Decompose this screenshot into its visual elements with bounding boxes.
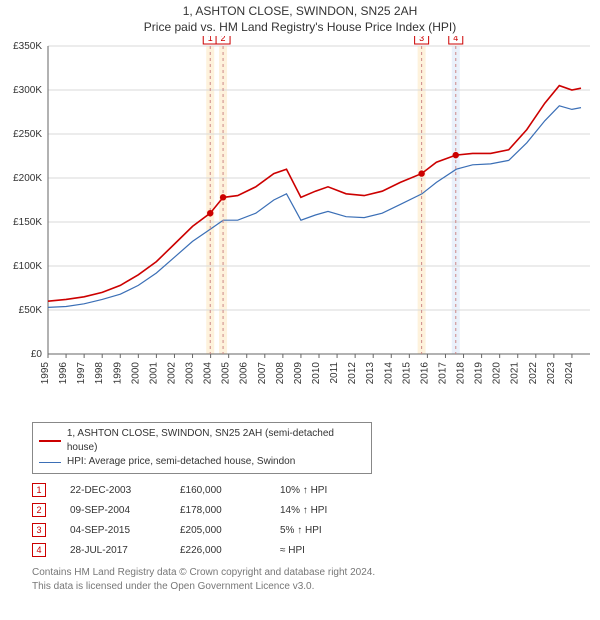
svg-text:£350K: £350K [13,41,42,52]
chart-title: 1, ASHTON CLOSE, SWINDON, SN25 2AH Price… [0,0,600,36]
svg-text:1999: 1999 [112,362,123,385]
table-row: 3 04-SEP-2015 £205,000 5% ↑ HPI [32,520,592,540]
footer-line: Contains HM Land Registry data © Crown c… [32,566,592,580]
svg-text:£150K: £150K [13,217,42,228]
svg-text:2002: 2002 [166,362,177,385]
svg-text:2016: 2016 [419,362,430,385]
table-row: 2 09-SEP-2004 £178,000 14% ↑ HPI [32,500,592,520]
tx-marker-icon: 3 [32,523,46,537]
svg-text:2020: 2020 [492,362,503,385]
svg-text:£300K: £300K [13,85,42,96]
svg-text:2008: 2008 [275,362,286,385]
svg-text:£250K: £250K [13,129,42,140]
title-line-2: Price paid vs. HM Land Registry's House … [0,20,600,34]
svg-text:2014: 2014 [383,362,394,385]
svg-text:1996: 1996 [58,362,69,385]
legend-swatch-icon [39,440,61,442]
svg-text:£100K: £100K [13,261,42,272]
tx-date: 22-DEC-2003 [70,485,180,496]
tx-marker-icon: 4 [32,543,46,557]
svg-text:2009: 2009 [293,362,304,385]
svg-text:£0: £0 [31,349,43,360]
svg-text:2012: 2012 [347,362,358,385]
svg-text:2011: 2011 [329,362,340,384]
tx-price: £160,000 [180,485,280,496]
svg-text:2024: 2024 [564,362,575,385]
svg-text:2015: 2015 [401,362,412,385]
legend-label: 1, ASHTON CLOSE, SWINDON, SN25 2AH (semi… [67,427,365,455]
svg-text:2004: 2004 [203,362,214,385]
tx-date: 09-SEP-2004 [70,505,180,516]
svg-text:2005: 2005 [221,362,232,385]
svg-text:4: 4 [453,36,458,43]
footer-line: This data is licensed under the Open Gov… [32,580,592,594]
svg-text:2000: 2000 [130,362,141,385]
svg-text:2023: 2023 [546,362,557,385]
footer-attribution: Contains HM Land Registry data © Crown c… [32,566,592,593]
tx-pct: 5% ↑ HPI [280,525,370,536]
table-row: 4 28-JUL-2017 £226,000 ≈ HPI [32,540,592,560]
chart-svg: £0 £50K £100K £150K £200K £250K £300K £350K 1995… [0,36,600,416]
svg-text:2019: 2019 [474,362,485,385]
legend-label: HPI: Average price, semi-detached house,… [67,455,295,469]
svg-text:1997: 1997 [76,362,87,385]
svg-text:2021: 2021 [510,362,521,385]
title-line-1: 1, ASHTON CLOSE, SWINDON, SN25 2AH [0,4,600,18]
tx-date: 28-JUL-2017 [70,545,180,556]
price-chart: £0 £50K £100K £150K £200K £250K £300K £350K 1995… [0,36,600,416]
legend: 1, ASHTON CLOSE, SWINDON, SN25 2AH (semi… [32,422,372,474]
transactions-table: 1 22-DEC-2003 £160,000 10% ↑ HPI 2 09-SE… [32,480,592,560]
tx-marker-icon: 1 [32,483,46,497]
tx-marker-icon: 2 [32,503,46,517]
svg-text:2007: 2007 [257,362,268,385]
svg-text:2006: 2006 [239,362,250,385]
svg-text:2010: 2010 [311,362,322,385]
legend-swatch-icon [39,462,61,463]
svg-text:2013: 2013 [365,362,376,385]
tx-pct: 14% ↑ HPI [280,505,370,516]
svg-text:2022: 2022 [528,362,539,385]
svg-text:2001: 2001 [148,362,159,385]
svg-text:2: 2 [221,36,226,43]
legend-row: 1, ASHTON CLOSE, SWINDON, SN25 2AH (semi… [39,427,365,455]
tx-price: £178,000 [180,505,280,516]
svg-text:1: 1 [208,36,213,43]
svg-text:2017: 2017 [437,362,448,385]
svg-text:£200K: £200K [13,173,42,184]
tx-date: 04-SEP-2015 [70,525,180,536]
svg-text:1995: 1995 [40,362,51,385]
table-row: 1 22-DEC-2003 £160,000 10% ↑ HPI [32,480,592,500]
svg-text:£50K: £50K [19,305,43,316]
tx-price: £205,000 [180,525,280,536]
tx-pct: ≈ HPI [280,545,370,556]
tx-price: £226,000 [180,545,280,556]
legend-row: HPI: Average price, semi-detached house,… [39,455,365,469]
svg-text:2003: 2003 [185,362,196,385]
tx-pct: 10% ↑ HPI [280,485,370,496]
svg-text:2018: 2018 [456,362,467,385]
svg-text:1998: 1998 [94,362,105,385]
svg-text:3: 3 [419,36,424,43]
